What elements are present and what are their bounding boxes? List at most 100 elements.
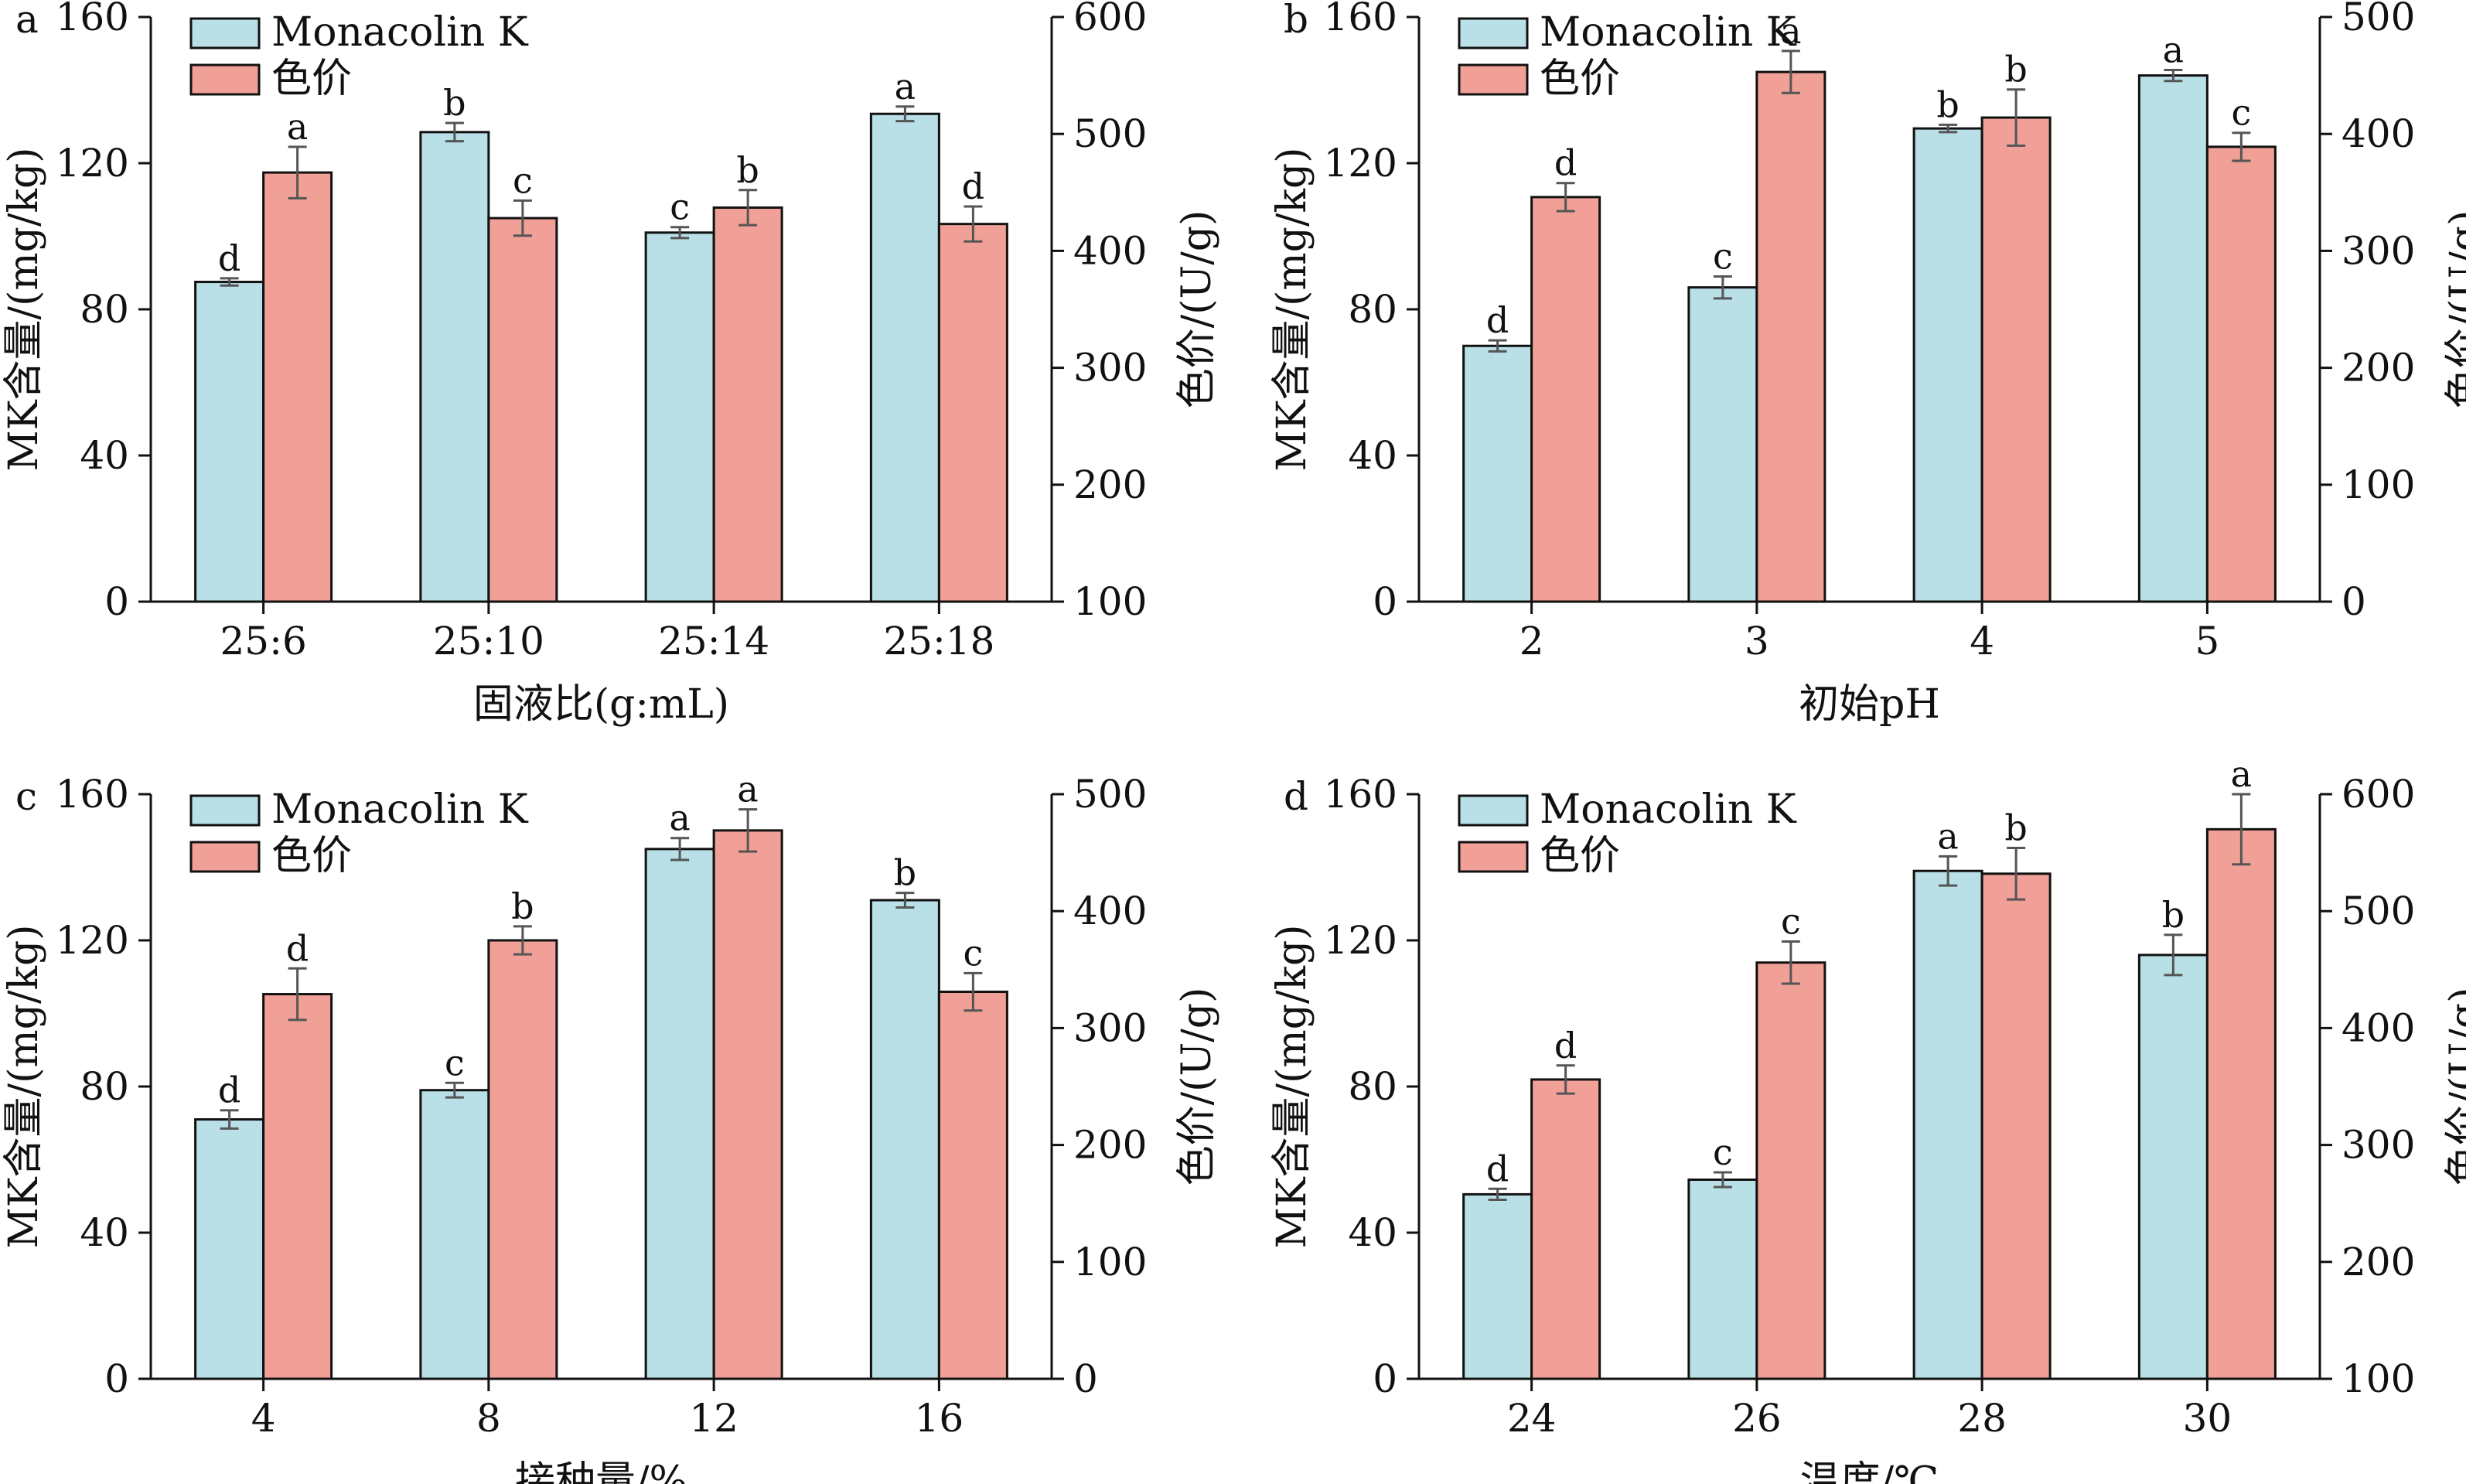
error-bar: [670, 226, 690, 240]
bar-monacolin-k: [194, 281, 265, 603]
significance-letter: d: [218, 1070, 240, 1111]
significance-letter: c: [513, 159, 533, 201]
x-tick-label: 25:18: [883, 619, 994, 664]
significance-letter: a: [2163, 29, 2184, 71]
error-bar: [670, 837, 690, 861]
legend-label-color-value: 色价: [1540, 833, 1620, 879]
error-bar: [220, 1109, 239, 1130]
bar-monacolin-k: [1687, 1178, 1758, 1380]
legend: Monacolin K色价: [1458, 786, 1797, 879]
left-tick-label: 40: [1348, 433, 1397, 478]
significance-letter: b: [2162, 894, 2185, 936]
x-tick-label: 2: [1520, 619, 1544, 664]
panel-letter: b: [1284, 0, 1308, 42]
left-tick-label: 120: [56, 141, 129, 186]
x-tick-label: 4: [1970, 619, 1994, 664]
error-bar: [220, 277, 239, 287]
x-tick-label: 26: [1732, 1396, 1782, 1441]
x-tick-label: 25:6: [220, 619, 306, 664]
bar-monacolin-k: [419, 131, 490, 603]
error-bar: [2232, 131, 2251, 162]
error-bar: [738, 808, 758, 853]
significance-letter: b: [894, 852, 916, 894]
x-tick-label: 3: [1745, 619, 1769, 664]
left-tick-label: 0: [1373, 1356, 1397, 1401]
error-bar: [1939, 855, 1958, 887]
x-axis-title: 固液比(g:mL): [473, 681, 729, 728]
bar-color-value: [712, 206, 783, 603]
error-bar: [1556, 1064, 1575, 1095]
legend-swatch-color-value: [1458, 841, 1529, 873]
error-bar: [964, 205, 983, 243]
legend-label-color-value: 色价: [271, 833, 352, 879]
error-bar: [2007, 847, 2026, 901]
significance-letter: d: [1554, 142, 1577, 184]
bar-monacolin-k: [419, 1089, 490, 1380]
legend-swatch-color-value: [1458, 63, 1529, 96]
left-tick-label: 40: [80, 1210, 129, 1255]
left-tick-label: 160: [56, 772, 129, 817]
significance-letter: b: [2004, 807, 2027, 849]
bar-color-value: [487, 939, 558, 1380]
panel-b: b d d c a b b a c 0 40 80 120 160 0 100 200 300 400 500 2 3 4 5…: [1269, 0, 2466, 728]
left-tick-label: 40: [80, 433, 129, 478]
right-axis-title: 色价/(U/g): [2442, 210, 2466, 409]
significance-letter: a: [2231, 753, 2252, 795]
right-axis-title: 色价/(U/g): [1174, 210, 1220, 409]
significance-letter: d: [218, 237, 240, 279]
right-tick-label: 100: [1073, 579, 1147, 624]
right-tick-label: 400: [2342, 1005, 2415, 1050]
legend-label-color-value: 色价: [1540, 56, 1620, 102]
left-tick-label: 80: [80, 1064, 129, 1109]
significance-letter: c: [963, 932, 983, 974]
left-tick-label: 120: [1324, 918, 1397, 963]
left-axis-title: MK含量/(mg/kg): [1269, 924, 1315, 1248]
right-tick-label: 300: [2342, 228, 2415, 273]
left-tick-label: 0: [104, 1356, 129, 1401]
bar-color-value: [2205, 827, 2277, 1380]
x-tick-label: 8: [476, 1396, 501, 1441]
left-tick-label: 80: [80, 287, 129, 332]
bar-color-value: [1755, 70, 1826, 603]
error-bar: [1488, 1187, 1507, 1201]
significance-letter: a: [287, 106, 308, 148]
x-tick-label: 28: [1957, 1396, 2007, 1441]
significance-letter: a: [737, 769, 758, 810]
error-bar: [445, 121, 464, 143]
bar-color-value: [1755, 961, 1826, 1380]
right-tick-label: 100: [1073, 1240, 1147, 1284]
legend-label-color-value: 色价: [271, 56, 352, 102]
bar-monacolin-k: [869, 899, 940, 1380]
bar-color-value: [1530, 196, 1601, 603]
bar-monacolin-k: [1462, 1192, 1533, 1380]
left-axis-title: MK含量/(mg/kg): [1, 924, 47, 1248]
error-bar: [1713, 275, 1732, 300]
left-axis-title: MK含量/(mg/kg): [1269, 147, 1315, 471]
significance-letter: c: [445, 1042, 465, 1083]
significance-letter: c: [1781, 901, 1801, 943]
panel-letter: a: [15, 0, 39, 42]
legend: Monacolin K色价: [189, 786, 529, 879]
bar-monacolin-k: [2137, 74, 2208, 603]
right-tick-label: 500: [2342, 0, 2415, 39]
significance-letter: d: [962, 165, 984, 207]
bar-color-value: [937, 991, 1008, 1380]
bar-color-value: [1980, 116, 2052, 603]
bar-monacolin-k: [1912, 127, 1983, 603]
legend-swatch-monacolin-k: [189, 17, 261, 49]
right-axis-title: 色价/(U/g): [1174, 988, 1220, 1186]
right-tick-label: 100: [2342, 462, 2415, 507]
right-tick-label: 400: [2342, 111, 2415, 156]
error-bar: [2232, 793, 2251, 866]
significance-letter: b: [443, 82, 466, 124]
significance-letter: d: [286, 927, 309, 969]
left-tick-label: 80: [1348, 287, 1397, 332]
x-tick-label: 24: [1507, 1396, 1557, 1441]
right-tick-label: 200: [2342, 346, 2415, 391]
right-tick-label: 400: [1073, 889, 1147, 933]
right-tick-label: 500: [2342, 889, 2415, 933]
bar-monacolin-k: [644, 231, 715, 603]
error-bar: [445, 1081, 464, 1099]
error-bar: [1713, 1171, 1732, 1189]
left-tick-label: 80: [1348, 1064, 1397, 1109]
